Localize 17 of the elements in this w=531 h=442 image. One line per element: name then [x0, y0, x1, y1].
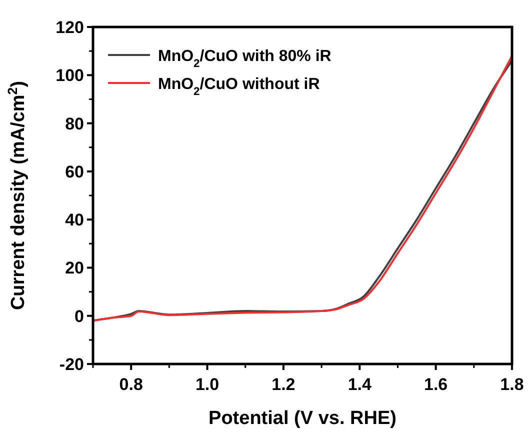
y-tick-label: 0 [74, 306, 84, 326]
y-tick-label: 60 [65, 162, 84, 182]
x-tick-label: 0.8 [119, 375, 143, 394]
x-tick-label: 1.0 [195, 375, 220, 394]
x-tick-label: 1.6 [424, 375, 448, 394]
x-tick-label: 1.8 [500, 375, 524, 394]
y-tick-label: -20 [59, 355, 84, 374]
y-tick-label: 40 [65, 210, 84, 230]
y-tick-label: 20 [65, 258, 84, 278]
legend-label: MnO$_{2}$/CuO with 80% iR [158, 48, 332, 70]
legend-label: MnO$_{2}$/CuO without iR [158, 76, 320, 98]
y-tick-label: 100 [56, 66, 84, 86]
y-tick-label: 120 [56, 18, 84, 37]
y-tick-label: 80 [65, 114, 84, 134]
x-tick-label: 1.2 [272, 375, 296, 394]
x-axis-title: Potential (V vs. RHE) [208, 408, 396, 429]
x-tick-label: 1.4 [348, 375, 372, 394]
